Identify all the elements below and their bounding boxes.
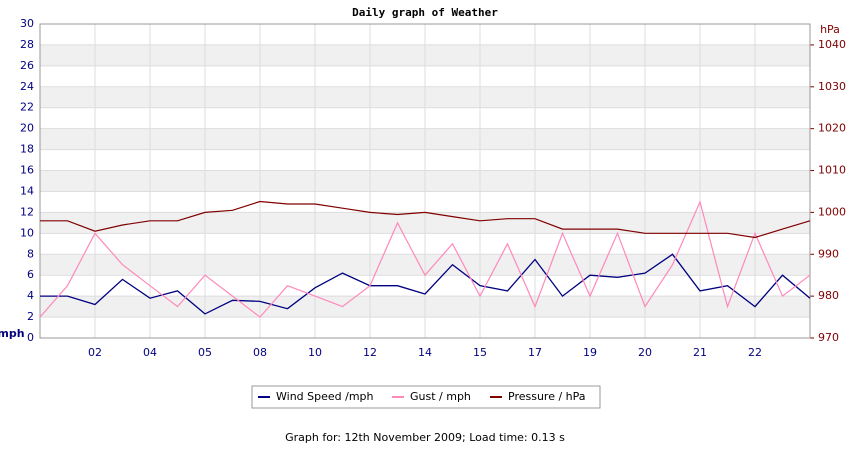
plot-frame [39,23,811,339]
y-tick-label: 26 [20,59,34,72]
y2-tick-label: 990 [818,247,839,260]
y-tick-label: 24 [20,80,34,93]
y-tick-label: 10 [20,226,34,239]
x-tick-label: 04 [143,346,157,359]
y2-tick-label: 970 [818,331,839,344]
y-tick-label: 22 [20,101,34,114]
y-tick-label: 0 [27,331,34,344]
footer: Graph for: 12th November 2009; Load time… [285,431,565,444]
series-line [40,253,811,315]
y-tick-label: 30 [20,17,34,30]
y2-tick-label: 980 [818,289,839,302]
y-tick-label: 2 [27,310,34,323]
series-line [39,200,811,318]
x-tick-label: 22 [748,346,762,359]
x-tick-label: 15 [473,346,487,359]
legend-label: Gust / mph [410,390,471,403]
x-tick-label: 12 [363,346,377,359]
series-line [40,200,811,239]
y-tick-label: 4 [27,289,34,302]
x-tick-label: 10 [308,346,322,359]
y-tick-label: 14 [20,184,34,197]
y2-axis-label: hPa [820,23,840,36]
x-tick-label: 20 [638,346,652,359]
y-tick-label: 16 [20,164,34,177]
x-tick-label: 19 [583,346,597,359]
y2-tick-label: 1000 [818,205,846,218]
x-tick-label: 02 [88,346,102,359]
y-tick-label: 6 [27,268,34,281]
y2-tick-label: 1020 [818,122,846,135]
x-tick-label: 05 [198,346,212,359]
x-tick-label: 14 [418,346,432,359]
x-tick-label: 17 [528,346,542,359]
y2-tick-label: 1040 [818,38,846,51]
x-tick-label: 21 [693,346,707,359]
x-tick-label: 08 [253,346,267,359]
y-axis-label: mph [0,327,25,340]
legend-label: Wind Speed /mph [276,390,374,403]
legend-label: Pressure / hPa [508,390,586,403]
chart-title: Daily graph of Weather [352,6,498,19]
y-tick-label: 28 [20,38,34,51]
y-tick-label: 8 [27,247,34,260]
y-tick-label: 18 [20,143,34,156]
y-tick-label: 20 [20,122,34,135]
y-tick-label: 12 [20,205,34,218]
y2-tick-label: 1010 [818,164,846,177]
legend-box [251,385,601,409]
y2-tick-label: 1030 [818,80,846,93]
